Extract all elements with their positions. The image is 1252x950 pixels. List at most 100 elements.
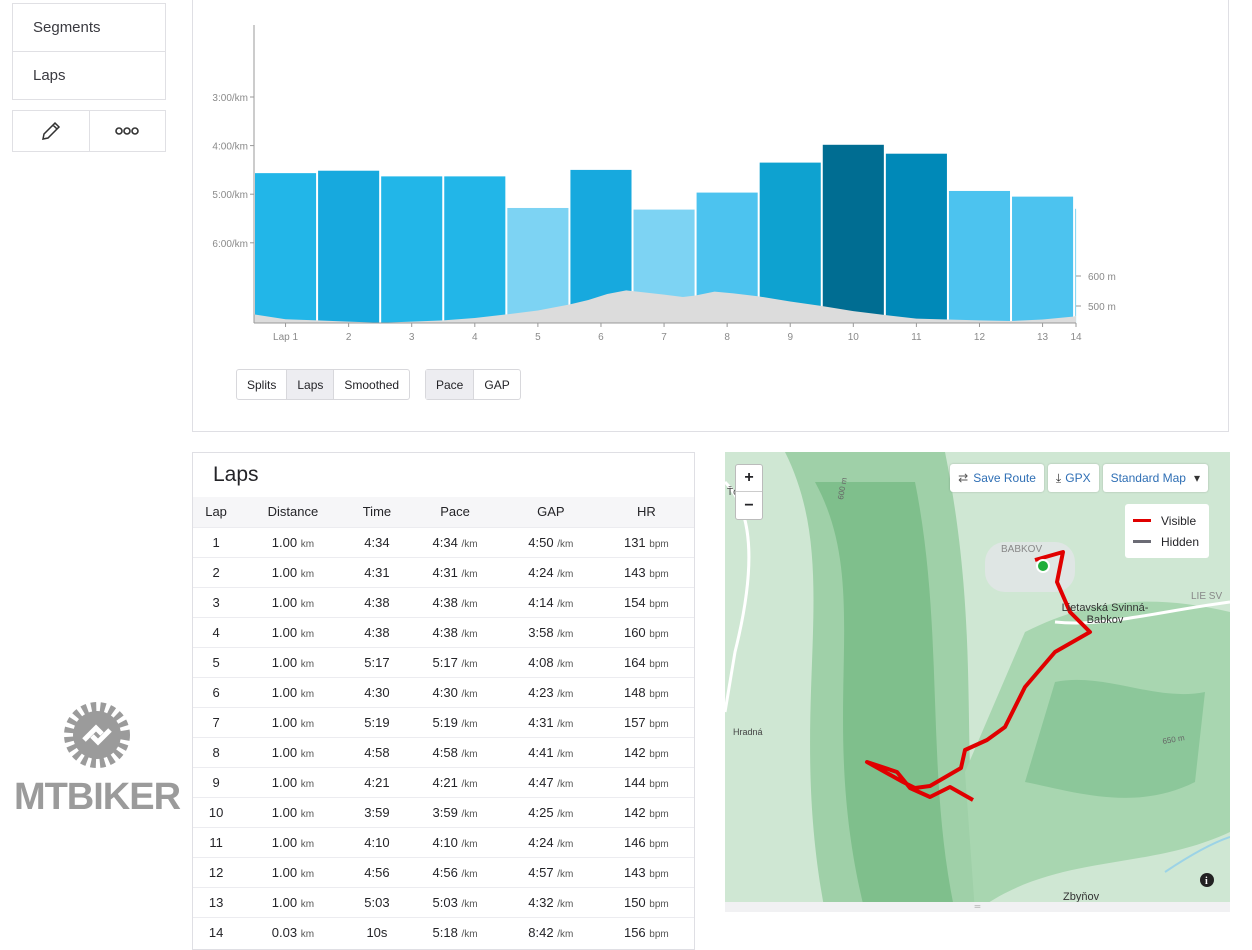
cell-value: 4:34 [364,534,390,550]
unit: /km [557,748,574,760]
watermark-logo: MTBIKER [4,700,190,819]
cell-time: 5:17 [346,646,408,677]
column-header[interactable]: Distance [239,497,347,527]
unit: bpm [649,808,669,820]
map-resize-handle[interactable]: ═ [725,902,1230,912]
column-header[interactable]: Time [346,497,408,527]
cell-lap: 6 [193,676,240,707]
unit: /km [557,598,574,610]
laps-button[interactable]: Laps [286,370,334,399]
route-map[interactable]: BABKOV Lietavská Svinná-Babkov Hradná Zb… [725,452,1230,912]
bar-lap-13[interactable] [1012,196,1074,323]
table-row[interactable]: 2 1.00 km 4:31 4:31 /km 4:24 /km 143 bpm [193,556,694,587]
cell-hr: 164 bpm [598,646,694,677]
table-row[interactable]: 3 1.00 km 4:38 4:38 /km 4:14 /km 154 bpm [193,586,694,617]
cell-value: 4:56 [364,864,390,880]
table-row[interactable]: 6 1.00 km 4:30 4:30 /km 4:23 /km 148 bpm [193,676,694,707]
cell-value: 10 [208,804,224,820]
cell-hr: 156 bpm [598,916,694,947]
bar-lap-4[interactable] [444,176,506,323]
bar-lap-14[interactable] [1075,208,1077,323]
cell-hr: 142 bpm [598,796,694,827]
zoom-in-button[interactable]: + [736,465,762,492]
unit: km [300,868,315,880]
unit: km [300,778,315,790]
gear-logo-icon [64,702,130,768]
cell-value: 4:38 [364,594,390,610]
cell-pace: 4:58 /km [407,736,503,767]
bar-lap-10[interactable] [822,144,884,323]
table-row[interactable]: 1 1.00 km 4:34 4:34 /km 4:50 /km 131 bpm [193,526,694,557]
cell-value: 7 [212,714,220,730]
cell-value: 4:41 [528,744,554,760]
column-header[interactable]: GAP [502,497,599,527]
cell-time: 4:58 [346,736,408,767]
gpx-button[interactable]: ⤓ GPX [1047,464,1099,492]
map-type-dropdown[interactable]: Standard Map ▾ [1102,464,1208,492]
table-row[interactable]: 12 1.00 km 4:56 4:56 /km 4:57 /km 143 bpm [193,856,694,887]
cell-value: 8:42 [528,924,554,940]
bar-lap-9[interactable] [759,162,821,323]
cell-value: 9 [212,774,220,790]
cell-gap: 8:42 /km [502,916,599,947]
x-tick-label: 3 [409,332,415,343]
cell-distance: 1.00 km [239,586,347,617]
table-row[interactable]: 7 1.00 km 5:19 5:19 /km 4:31 /km 157 bpm [193,706,694,737]
bar-lap-2[interactable] [318,170,380,323]
cell-value: 1.00 [271,774,298,790]
more-button[interactable] [88,111,166,151]
y2-tick-label: 500 m [1088,302,1116,313]
cell-pace: 4:38 /km [407,616,503,647]
sidebar-item-segments[interactable]: Segments [12,3,166,52]
cell-value: 11 [209,834,223,850]
unit: bpm [649,628,669,640]
bar-lap-1[interactable] [255,173,317,323]
table-row[interactable]: 5 1.00 km 5:17 5:17 /km 4:08 /km 164 bpm [193,646,694,677]
table-row[interactable]: 4 1.00 km 4:38 4:38 /km 3:58 /km 160 bpm [193,616,694,647]
table-row[interactable]: 9 1.00 km 4:21 4:21 /km 4:47 /km 144 bpm [193,766,694,797]
unit: /km [557,778,574,790]
edit-button[interactable] [13,111,89,151]
gap-button[interactable]: GAP [473,370,519,399]
sidebar-item-laps[interactable]: Laps [12,51,166,100]
map-terrain: BABKOV Lietavská Svinná-Babkov Hradná Zb… [725,452,1230,912]
cell-value: 1.00 [271,534,298,550]
bar-lap-5[interactable] [507,207,569,323]
cell-value: 0.03 [271,924,298,940]
table-row[interactable]: 13 1.00 km 5:03 5:03 /km 4:32 /km 150 bpm [193,886,694,917]
cell-time: 4:21 [346,766,408,797]
column-header[interactable]: Pace [407,497,503,527]
smoothed-button[interactable]: Smoothed [333,370,409,399]
column-header[interactable]: Lap [193,497,240,527]
unit: /km [461,718,478,730]
cell-value: 4:08 [528,654,554,670]
cell-pace: 4:10 /km [407,826,503,857]
cell-value: 5:17 [364,654,390,670]
table-row[interactable]: 11 1.00 km 4:10 4:10 /km 4:24 /km 146 bpm [193,826,694,857]
map-toolbar: ⇄ Save Route ⤓ GPX Standard Map ▾ [950,464,1208,492]
cell-value: 1.00 [271,594,298,610]
legend-visible[interactable]: Visible [1133,510,1201,531]
unit: /km [461,778,478,790]
table-row[interactable]: 10 1.00 km 3:59 3:59 /km 4:25 /km 142 bpm [193,796,694,827]
cell-value: 5:17 [432,654,458,670]
unit: /km [461,628,478,640]
cell-value: 4:38 [364,624,390,640]
zoom-out-button[interactable]: − [744,496,754,514]
cell-value: 1.00 [271,654,298,670]
table-row[interactable]: 8 1.00 km 4:58 4:58 /km 4:41 /km 142 bpm [193,736,694,767]
column-header[interactable]: HR [598,497,694,527]
save-route-button[interactable]: ⇄ Save Route [950,464,1044,492]
cell-gap: 4:57 /km [502,856,599,887]
bar-lap-3[interactable] [381,176,443,323]
cell-value: 6 [212,684,220,700]
place-label: LIE SV [1191,591,1222,602]
table-row[interactable]: 14 0.03 km 10s 5:18 /km 8:42 /km 156 bpm [193,916,694,947]
bar-lap-11[interactable] [885,153,947,323]
x-tick-label: Lap 1 [273,332,298,343]
cell-pace: 4:30 /km [407,676,503,707]
legend-hidden[interactable]: Hidden [1133,531,1201,552]
pace-button[interactable]: Pace [426,370,474,399]
bar-lap-12[interactable] [948,190,1011,323]
splits-button[interactable]: Splits [247,377,277,392]
